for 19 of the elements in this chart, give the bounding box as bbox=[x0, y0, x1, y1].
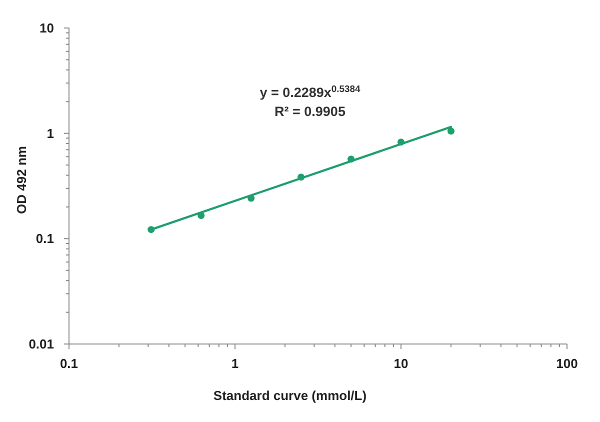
point bbox=[298, 174, 305, 181]
y-tick-label: 10 bbox=[40, 20, 54, 36]
y-tick-label: 1 bbox=[46, 126, 54, 141]
annotation: R² = 0.9905 bbox=[274, 104, 346, 119]
point bbox=[198, 212, 205, 219]
point bbox=[398, 138, 404, 146]
point bbox=[348, 156, 355, 163]
point bbox=[148, 226, 155, 234]
x-tick-label: 10 bbox=[394, 356, 408, 371]
x-tick-label: 1 bbox=[231, 356, 239, 371]
y-tick-label: 0.1 bbox=[36, 231, 54, 246]
point bbox=[447, 128, 454, 135]
x-tick-label: 100 bbox=[556, 356, 578, 371]
annotation: y = 0.2289x$^{0.5384}$ bbox=[260, 84, 362, 100]
y-axis-title: OD 492 nm bbox=[14, 146, 29, 214]
y-tick-label: 0.01 bbox=[28, 336, 54, 352]
point bbox=[248, 194, 255, 202]
x-axis-title: Standard curve (mmol/L) bbox=[213, 388, 367, 403]
x-tick-label: 0.1 bbox=[60, 356, 78, 371]
